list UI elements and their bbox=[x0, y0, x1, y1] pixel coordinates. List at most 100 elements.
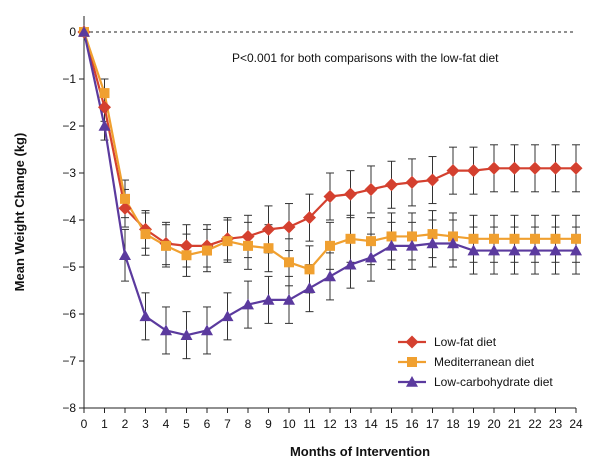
square-marker bbox=[448, 231, 458, 242]
diamond-marker bbox=[405, 175, 419, 189]
square-marker bbox=[489, 233, 499, 244]
x-tick-label: 7 bbox=[224, 417, 231, 431]
square-marker bbox=[530, 233, 540, 244]
square-marker bbox=[140, 229, 151, 240]
square-marker bbox=[161, 240, 171, 251]
x-tick-label: 12 bbox=[323, 417, 337, 431]
diamond-marker bbox=[303, 211, 316, 225]
x-tick-label: 4 bbox=[163, 417, 170, 431]
diamond-marker bbox=[508, 161, 521, 175]
square-marker bbox=[202, 245, 212, 256]
x-tick-label: 10 bbox=[282, 417, 296, 431]
triangle-marker bbox=[447, 237, 459, 249]
y-tick-label: −7 bbox=[62, 354, 76, 368]
diamond-marker bbox=[323, 190, 337, 203]
square-marker bbox=[407, 231, 417, 242]
diamond-marker bbox=[385, 178, 398, 192]
square-marker bbox=[99, 88, 110, 99]
annotation-text: P<0.001 for both comparisons with the lo… bbox=[232, 51, 499, 65]
diamond-marker bbox=[262, 222, 275, 236]
markers bbox=[77, 25, 583, 340]
square-marker bbox=[120, 193, 130, 204]
x-tick-label: 19 bbox=[467, 417, 481, 431]
diamond-marker bbox=[528, 161, 542, 175]
x-tick-label: 3 bbox=[142, 417, 149, 431]
square-marker bbox=[345, 233, 356, 244]
triangle-marker bbox=[262, 293, 275, 305]
triangle-marker bbox=[426, 237, 439, 249]
legend-label: Low-fat diet bbox=[434, 335, 497, 349]
triangle-marker bbox=[508, 244, 521, 256]
triangle-marker bbox=[78, 26, 90, 37]
triangle-marker bbox=[119, 249, 131, 261]
triangle-marker bbox=[98, 120, 111, 131]
x-tick-label: 18 bbox=[446, 417, 460, 431]
triangle-marker bbox=[160, 324, 172, 336]
triangle-marker bbox=[529, 244, 541, 256]
triangle-marker bbox=[180, 329, 193, 340]
error-bars bbox=[100, 78, 580, 360]
legend-label: Low-carbohydrate diet bbox=[434, 375, 553, 389]
y-tick-label: −5 bbox=[62, 260, 76, 274]
triangle-marker bbox=[344, 258, 357, 270]
square-marker bbox=[263, 243, 274, 254]
diamond-marker bbox=[241, 229, 255, 243]
x-tick-label: 24 bbox=[569, 417, 583, 431]
diamond-marker bbox=[405, 335, 419, 349]
diamond-marker bbox=[569, 161, 583, 175]
x-tick-label: 16 bbox=[405, 417, 419, 431]
triangle-marker bbox=[467, 244, 480, 256]
triangle-marker bbox=[488, 244, 500, 256]
x-tick-label: 1 bbox=[101, 417, 108, 431]
triangle-marker bbox=[324, 270, 336, 282]
diamond-marker bbox=[446, 164, 460, 178]
diamond-marker bbox=[180, 239, 193, 253]
y-tick-label: −8 bbox=[62, 401, 76, 415]
diamond-marker bbox=[467, 164, 480, 178]
y-tick-label: −2 bbox=[62, 119, 76, 133]
triangle-marker bbox=[406, 376, 418, 387]
y-tick-label: −1 bbox=[62, 72, 76, 86]
x-tick-label: 0 bbox=[81, 417, 88, 431]
triangle-marker bbox=[365, 251, 377, 263]
y-axis-title: Mean Weight Change (kg) bbox=[12, 133, 27, 292]
x-tick-label: 14 bbox=[364, 417, 378, 431]
triangle-marker bbox=[242, 298, 254, 310]
square-marker bbox=[550, 233, 561, 244]
diamond-marker bbox=[344, 187, 357, 201]
triangle-marker bbox=[385, 239, 398, 251]
y-tick-label: −4 bbox=[62, 213, 76, 227]
triangle-marker bbox=[570, 244, 582, 256]
triangle-marker bbox=[139, 310, 152, 322]
square-marker bbox=[181, 250, 192, 261]
x-tick-label: 6 bbox=[204, 417, 211, 431]
legend: Low-fat diet Mediterranean diet Low-carboh… bbox=[398, 335, 553, 389]
x-tick-label: 17 bbox=[426, 417, 440, 431]
x-tick-label: 23 bbox=[549, 417, 563, 431]
triangle-marker bbox=[283, 293, 295, 305]
square-marker bbox=[427, 229, 438, 240]
square-marker bbox=[468, 233, 479, 244]
square-marker bbox=[571, 233, 581, 244]
y-tick-label: −3 bbox=[62, 166, 76, 180]
square-marker bbox=[386, 231, 397, 242]
square-marker bbox=[243, 240, 253, 251]
triangle-marker bbox=[406, 239, 418, 251]
y-tick-label: −6 bbox=[62, 307, 76, 321]
diamond-marker bbox=[98, 100, 111, 114]
triangle-marker bbox=[303, 282, 316, 293]
diamond-marker bbox=[364, 182, 378, 196]
triangle-marker bbox=[221, 310, 234, 322]
x-tick-label: 21 bbox=[508, 417, 522, 431]
x-tick-label: 13 bbox=[344, 417, 358, 431]
x-ticks: 0 1 2 3 4 5 6 7 8 9 10 11 12 13 14 15 16 17 18 19 20 21 22 23 24 bbox=[81, 408, 583, 431]
x-tick-label: 9 bbox=[265, 417, 272, 431]
legend-label: Mediterranean diet bbox=[434, 355, 535, 369]
x-tick-label: 20 bbox=[487, 417, 501, 431]
diamond-marker bbox=[487, 161, 501, 175]
x-tick-label: 5 bbox=[183, 417, 190, 431]
triangle-marker bbox=[201, 324, 213, 336]
y-ticks: 0 −1 −2 −3 −4 −5 −6 −7 −8 bbox=[62, 25, 84, 415]
x-tick-label: 22 bbox=[528, 417, 542, 431]
